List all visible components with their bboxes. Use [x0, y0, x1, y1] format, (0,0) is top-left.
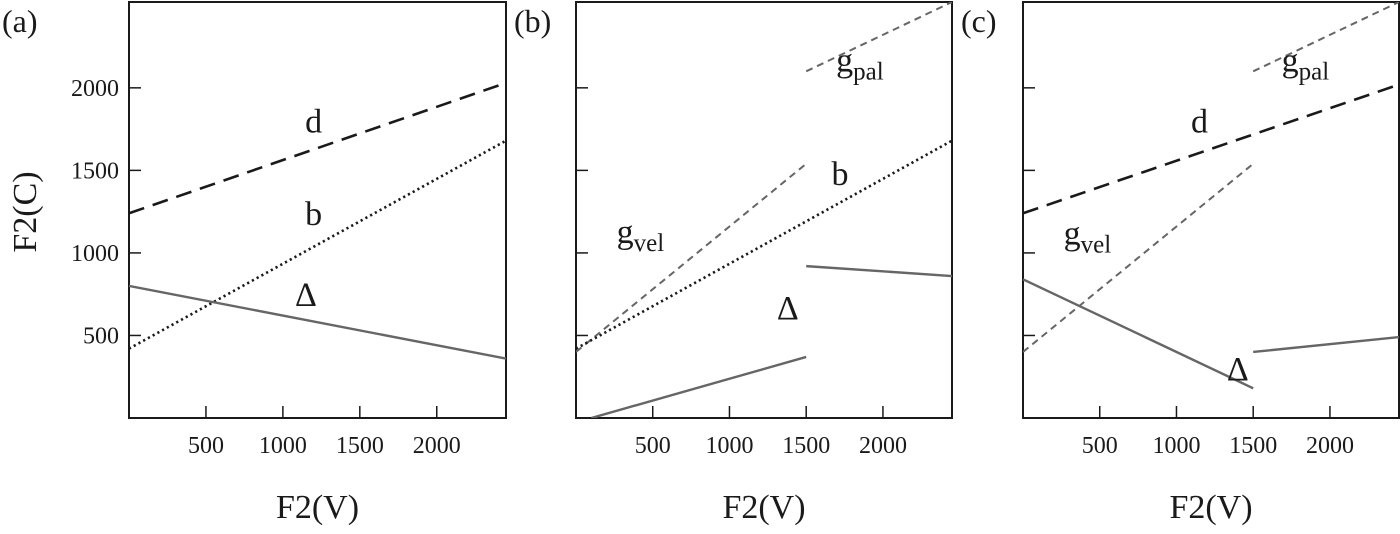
x-tick-label: 1500 — [782, 433, 830, 459]
x-tick-label: 2000 — [413, 433, 461, 459]
series-line-delta — [129, 284, 506, 360]
annotation-label: d — [1191, 103, 1208, 140]
series-group — [129, 81, 506, 360]
x-axis-title: F2(V) — [722, 489, 805, 526]
annotation-label: gvel — [617, 214, 665, 257]
plot-frame — [1022, 1, 1400, 419]
annotation-label: Δ — [1227, 351, 1249, 388]
annotation-label: b — [305, 196, 322, 233]
panel-c: 500 1000 1500 2000 gpal d gvel Δ (c) F2(V) — [961, 1, 1400, 526]
series-line-delta — [591, 355, 807, 418]
x-tick-label: 500 — [635, 433, 671, 459]
series-line-g-pal — [805, 2, 952, 73]
x-tick-label: 1000 — [705, 433, 753, 459]
panel-label: (c) — [961, 3, 997, 39]
y-tick-label: 500 — [83, 323, 119, 349]
x-tick-label: 2000 — [859, 433, 907, 459]
series-line-delta — [1023, 278, 1254, 390]
series-line-d — [129, 81, 506, 215]
x-tick-label: 500 — [188, 433, 224, 459]
panel-label: (a) — [2, 3, 38, 39]
plot-frame — [575, 1, 953, 419]
x-tick-label: 500 — [1082, 433, 1118, 459]
y-tick-label: 2000 — [71, 76, 119, 102]
x-tick-label: 1000 — [1152, 433, 1200, 459]
series-line-g-pal — [1252, 2, 1399, 73]
annotation-label: b — [831, 156, 848, 193]
series-line-b — [576, 139, 952, 350]
series-line-g-vel — [1023, 163, 1254, 353]
x-tick-label: 1500 — [336, 433, 384, 459]
y-axis-title: F2(C) — [7, 171, 44, 252]
x-tick-label: 1500 — [1229, 433, 1277, 459]
series-line-g-vel — [576, 163, 807, 353]
annotation-label: gvel — [1064, 216, 1112, 259]
annotation-label: gpal — [836, 42, 884, 85]
y-tick-label: 1000 — [71, 241, 119, 267]
panel-label: (b) — [514, 3, 551, 39]
panel-a: 500 1000 1500 2000 500 1000 1500 2000 d b Δ (a) F2(V… — [2, 1, 507, 526]
series-group — [1023, 2, 1399, 390]
annotation-label: Δ — [777, 290, 799, 327]
x-tick-label: 1000 — [259, 433, 307, 459]
panel-b: 500 1000 1500 2000 gpal gvel b Δ (b) F2(V) — [514, 1, 953, 526]
y-tick-label: 1500 — [71, 158, 119, 184]
series-line-d — [1023, 83, 1399, 215]
series-group — [576, 2, 952, 418]
plot-frame — [128, 1, 507, 419]
x-axis-title: F2(V) — [276, 489, 359, 526]
series-line-delta — [806, 264, 952, 278]
x-axis-title: F2(V) — [1169, 489, 1252, 526]
x-tick-label: 2000 — [1306, 433, 1354, 459]
annotation-label: d — [305, 103, 322, 140]
series-line-b — [129, 139, 506, 350]
annotation-label: Δ — [295, 277, 317, 314]
series-line-delta — [1253, 335, 1399, 354]
annotation-label: gpal — [1282, 42, 1330, 85]
